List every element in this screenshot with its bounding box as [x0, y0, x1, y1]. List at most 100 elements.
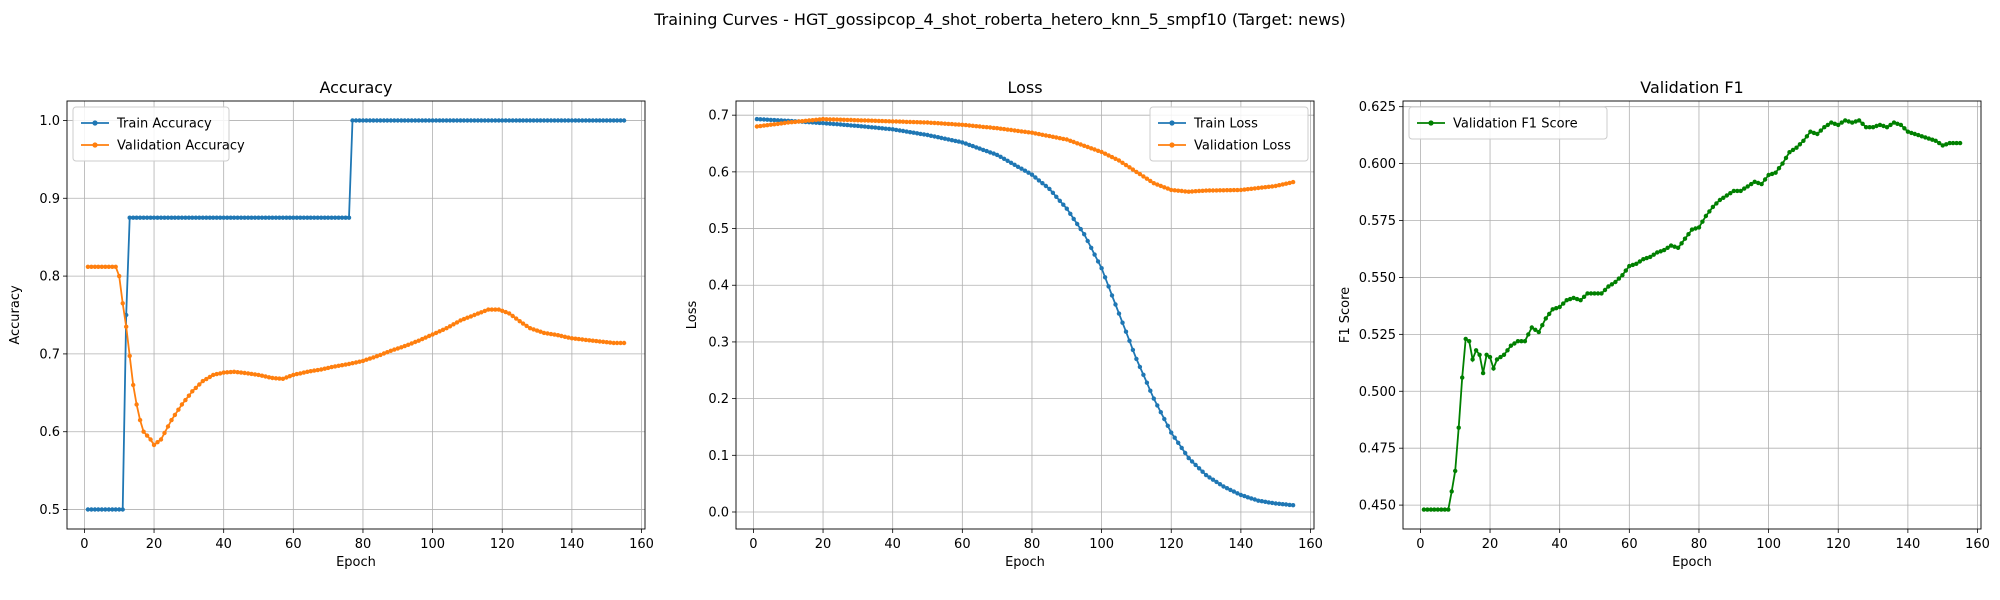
- data-point: [197, 382, 202, 387]
- data-point: [831, 117, 836, 122]
- data-point: [1923, 135, 1928, 140]
- data-point: [298, 215, 303, 220]
- data-point: [932, 120, 937, 126]
- data-point: [131, 382, 136, 388]
- data-point: [824, 121, 829, 126]
- data-point: [263, 374, 268, 379]
- data-point: [197, 215, 202, 220]
- data-point: [859, 124, 864, 129]
- data-point: [1533, 327, 1538, 332]
- data-point: [1484, 352, 1489, 357]
- x-tick-label: 20: [1482, 537, 1499, 552]
- data-point: [1207, 188, 1212, 193]
- data-point: [406, 342, 411, 347]
- data-point: [1008, 160, 1014, 165]
- data-point: [228, 215, 233, 220]
- data-point: [545, 118, 550, 123]
- data-point: [1116, 158, 1122, 163]
- data-point: [120, 301, 125, 306]
- data-point: [1207, 475, 1212, 480]
- legend-label: Validation Accuracy: [117, 139, 245, 154]
- data-point: [1682, 236, 1688, 241]
- data-point: [827, 117, 833, 122]
- data-point: [503, 118, 508, 123]
- data-point: [1446, 507, 1451, 512]
- data-point: [1641, 257, 1646, 262]
- data-point: [963, 141, 968, 146]
- data-point: [1200, 188, 1205, 193]
- data-point: [381, 351, 387, 356]
- data-point: [367, 118, 373, 123]
- data-point: [374, 354, 380, 359]
- data-point: [1270, 184, 1275, 189]
- data-point: [876, 125, 881, 131]
- data-point: [451, 322, 456, 327]
- data-point: [925, 120, 930, 125]
- data-point: [1863, 125, 1869, 130]
- data-point: [308, 215, 313, 220]
- data-point: [259, 373, 265, 378]
- data-point: [475, 311, 481, 316]
- data-point: [162, 215, 167, 220]
- data-point: [1290, 179, 1296, 185]
- data-point: [148, 215, 153, 220]
- data-point: [1850, 120, 1855, 125]
- data-point: [900, 119, 906, 124]
- data-point: [1137, 171, 1143, 177]
- data-point: [291, 215, 296, 220]
- data-point: [169, 417, 174, 423]
- data-point: [928, 133, 934, 138]
- data-point: [113, 264, 118, 269]
- data-point: [974, 145, 979, 150]
- x-tick-label: 160: [1298, 537, 1323, 552]
- data-point: [834, 122, 840, 127]
- data-point: [866, 124, 871, 130]
- x-tick-label: 100: [420, 537, 445, 552]
- data-point: [211, 215, 216, 220]
- data-point: [364, 118, 369, 123]
- data-point: [1033, 131, 1038, 136]
- data-point: [604, 340, 609, 345]
- data-point: [1919, 134, 1925, 139]
- data-point: [569, 336, 575, 341]
- data-point: [1856, 118, 1862, 123]
- data-point: [1602, 287, 1608, 293]
- data-point: [332, 364, 338, 369]
- data-point: [1179, 445, 1184, 451]
- data-point: [883, 119, 888, 124]
- data-point: [1529, 325, 1535, 330]
- data-point: [1477, 352, 1482, 357]
- data-point: [904, 119, 909, 125]
- data-point: [1930, 137, 1935, 142]
- data-point: [287, 374, 292, 379]
- y-axis-label: Loss: [685, 301, 700, 330]
- y-tick-label: 0.2: [708, 392, 729, 407]
- data-point: [562, 334, 568, 339]
- data-point: [1287, 180, 1292, 186]
- data-point: [890, 119, 895, 124]
- data-point: [562, 118, 568, 123]
- x-tick-label: 0: [749, 537, 757, 552]
- data-point: [110, 264, 115, 269]
- data-point: [1134, 356, 1139, 362]
- x-axis-label: Epoch: [1005, 555, 1045, 570]
- data-point: [1661, 247, 1667, 253]
- data-point: [793, 119, 798, 125]
- data-point: [514, 118, 519, 123]
- data-point: [137, 215, 143, 220]
- data-point: [1916, 132, 1921, 138]
- data-point: [621, 118, 627, 123]
- data-point: [918, 131, 923, 137]
- data-point: [96, 507, 101, 512]
- data-point: [1787, 150, 1792, 155]
- y-tick-label: 0.0: [708, 505, 729, 520]
- data-point: [974, 124, 979, 129]
- data-point: [1884, 125, 1890, 130]
- data-point: [1130, 347, 1136, 353]
- data-point: [1616, 276, 1622, 281]
- y-tick-label: 0.9: [39, 192, 60, 207]
- data-point: [1085, 144, 1090, 150]
- data-point: [207, 215, 212, 220]
- data-point: [1693, 226, 1698, 231]
- data-point: [1071, 139, 1076, 145]
